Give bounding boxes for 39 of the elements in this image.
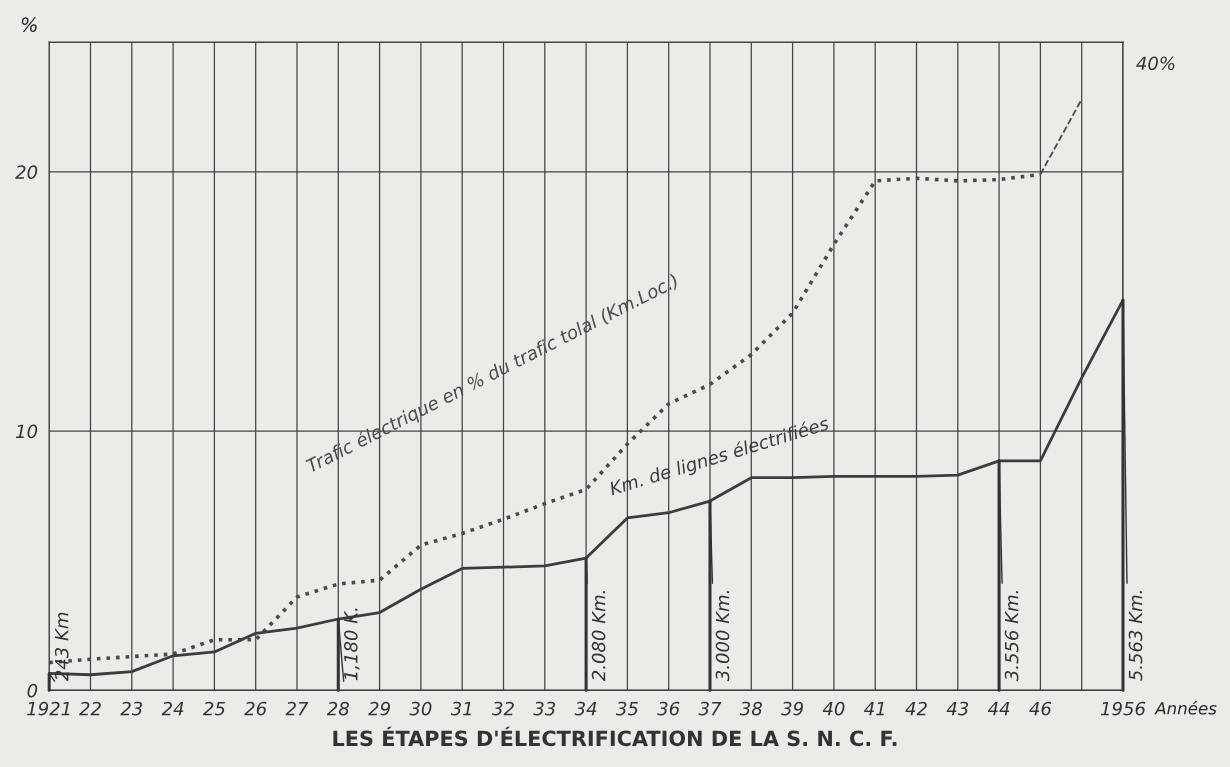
x-tick-label: 22 xyxy=(79,701,101,716)
x-tick-label: 35 xyxy=(615,701,638,716)
x-tick-label: 25 xyxy=(202,701,225,716)
text: LES ÉTAPES D'ÉLECTRIFICATION DE LA S. N. C. F. xyxy=(333,726,897,747)
x-tick-label: 38 xyxy=(739,701,762,716)
x-tick-label: 36 xyxy=(657,701,680,716)
x-tick-label: 40 xyxy=(822,701,845,716)
annotation: 5.563 Km. xyxy=(1128,591,1143,681)
x-tick-label: 30 xyxy=(409,701,432,716)
x-tick-label: 44 xyxy=(987,701,1010,716)
x-axis-title: Années xyxy=(1154,701,1217,715)
x-tick-label: 39 xyxy=(781,701,803,716)
x-tick-label: 32 xyxy=(492,701,514,716)
text: 40% xyxy=(1136,56,1175,71)
x-tick-label: 43 xyxy=(946,701,969,716)
annotation: 2.080 Km. xyxy=(591,591,606,682)
y-tick-label: 10 xyxy=(16,424,38,439)
x-tick-label: 24 xyxy=(161,701,184,716)
annotation: 3.556 Km. xyxy=(1004,591,1019,682)
x-tick-label: 41 xyxy=(864,701,884,716)
x-tick-label: 29 xyxy=(368,701,390,716)
x-tick-label: 34 xyxy=(574,701,597,716)
x-tick-label: 23 xyxy=(120,701,143,716)
annotation: 243 Km xyxy=(54,612,69,682)
x-tick-label: 1921 xyxy=(27,701,70,716)
x-tick-label: 33 xyxy=(533,701,556,716)
x-tick-label: 46 xyxy=(1029,701,1052,716)
x-tick-label: 31 xyxy=(450,701,471,716)
annotation: 1,180 K. xyxy=(343,608,360,681)
y-axis-title: % xyxy=(21,17,37,32)
annotation: 3.000 Km. xyxy=(715,591,730,682)
x-tick-label: 37 xyxy=(698,701,722,716)
x-tick-label: 42 xyxy=(905,701,927,716)
x-tick-label: 27 xyxy=(285,701,309,716)
x-tick-label: 26 xyxy=(244,701,267,716)
y-tick-label: 20 xyxy=(15,165,38,179)
x-tick-label: 28 xyxy=(326,701,349,716)
x-tick-label: 1956 xyxy=(1100,701,1146,716)
y-tick-label: 0 xyxy=(27,683,38,698)
